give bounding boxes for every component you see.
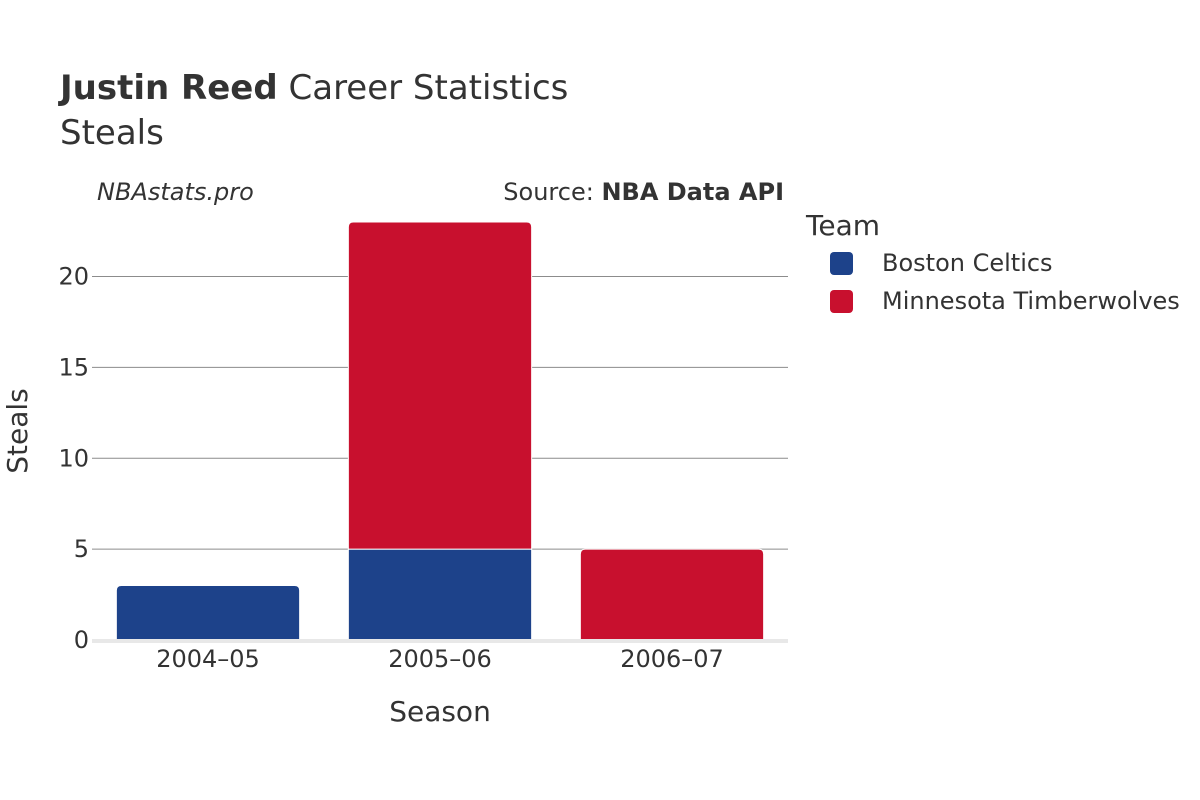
x-tick-label: 2006–07 bbox=[620, 645, 724, 673]
legend: Team Boston Celtics Minnesota Timberwolv… bbox=[806, 208, 1180, 320]
title-suffix: Career Statistics bbox=[277, 68, 569, 108]
y-tick-label: 15 bbox=[58, 353, 89, 381]
source-note: Source: NBA Data API bbox=[503, 176, 784, 208]
y-tick-label: 5 bbox=[74, 535, 89, 563]
y-tick-label: 0 bbox=[74, 626, 89, 654]
bar-boston-celtics-2005–06 bbox=[347, 548, 533, 641]
y-tick-label: 20 bbox=[58, 263, 89, 291]
legend-swatch bbox=[830, 289, 853, 313]
y-tick-label: 10 bbox=[58, 444, 89, 472]
bar-boston-celtics-2004–05 bbox=[115, 584, 301, 641]
legend-title: Team bbox=[806, 209, 881, 242]
legend-item-boston-celtics[interactable]: Boston Celtics bbox=[806, 244, 1180, 282]
source-prefix: Source: bbox=[503, 178, 602, 206]
legend-item-minnesota-timberwolves[interactable]: Minnesota Timberwolves bbox=[806, 282, 1180, 320]
chart-title: Justin Reed Career Statistics bbox=[60, 66, 568, 110]
y-axis-title: Steals bbox=[1, 388, 34, 474]
x-axis-title: Season bbox=[389, 695, 491, 728]
source-name: NBA Data API bbox=[601, 178, 784, 206]
bar-minnesota-timberwolves-2006–07 bbox=[579, 548, 765, 641]
chart-subtitle: Steals bbox=[60, 113, 164, 153]
bar-minnesota-timberwolves-2005–06 bbox=[347, 221, 533, 550]
legend-label: Boston Celtics bbox=[882, 249, 1053, 277]
x-tick-label: 2005–06 bbox=[388, 645, 492, 673]
player-name: Justin Reed bbox=[60, 68, 278, 108]
watermark: NBAstats.pro bbox=[97, 178, 254, 206]
legend-label: Minnesota Timberwolves bbox=[882, 287, 1180, 315]
legend-swatch bbox=[830, 251, 853, 275]
x-tick-label: 2004–05 bbox=[156, 645, 260, 673]
